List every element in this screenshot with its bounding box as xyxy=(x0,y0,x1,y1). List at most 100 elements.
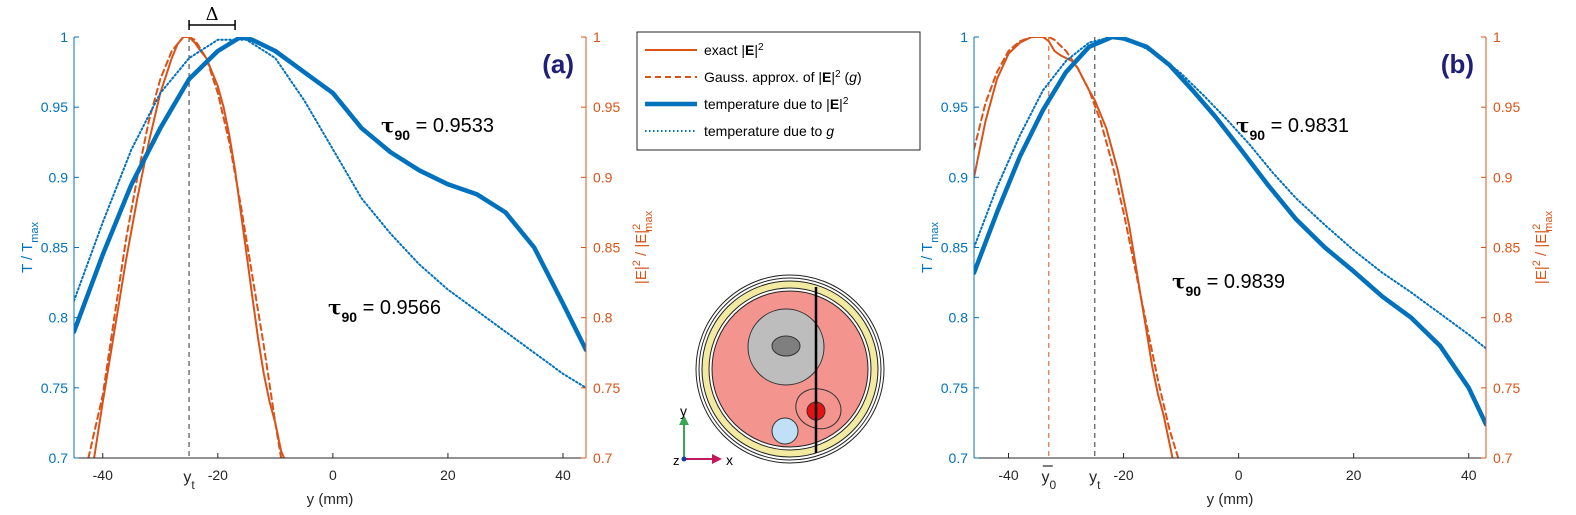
x-axis-label: y (mm) xyxy=(1207,491,1254,508)
legend-sup: 2 xyxy=(843,96,849,107)
y-left-label-sub: max xyxy=(29,221,41,242)
y-right-tick-label: 0.7 xyxy=(1493,450,1513,466)
legend-italic: g xyxy=(826,123,834,139)
series-group xyxy=(74,37,586,458)
series-line-tempE xyxy=(974,37,1486,427)
y-right-label-sup: 2 xyxy=(631,224,643,230)
x-tick-label: 0 xyxy=(329,467,337,483)
tau-subscript: 90 xyxy=(394,127,410,143)
y-left-tick-label: 0.9 xyxy=(949,169,969,185)
x-tick-label: -20 xyxy=(208,467,228,483)
y-right-tick-label: 0.95 xyxy=(1493,99,1520,115)
legend-text: | xyxy=(831,69,835,85)
legend-sup: 2 xyxy=(758,42,764,53)
panel-label: (b) xyxy=(1441,49,1474,79)
y-left-tick-label: 0.75 xyxy=(41,380,68,396)
y-right-label-sup: 2 xyxy=(1531,260,1543,266)
tau-value: = 0.9533 xyxy=(410,115,494,137)
y-right-axis-label: |E|2 / |E|2max xyxy=(1531,210,1555,284)
tau-annotation: τ90 = 0.9839 xyxy=(1172,269,1285,299)
x-tick-label: -40 xyxy=(93,467,113,483)
y-right-tick-label: 0.85 xyxy=(593,240,620,256)
y0-main: y xyxy=(1041,469,1049,486)
y-right-label-part: / |E| xyxy=(1533,230,1550,260)
delta-label: Δ xyxy=(206,4,219,25)
legend-label-gauss: Gauss. approx. of |E|2 (g) xyxy=(704,69,862,86)
axis-x-label: x xyxy=(726,452,733,468)
panel-label: (a) xyxy=(542,49,574,79)
chart-panel-a: -40 -20 0 20 40 0.7 0.7 0.75 0.75 0.8 0.8 0.85 0.85 0… xyxy=(19,4,655,508)
legend-sup: 2 xyxy=(835,69,841,80)
yt-main: y xyxy=(1089,469,1097,486)
legend-box xyxy=(636,31,921,151)
legend-italic: g xyxy=(849,69,857,85)
series-line-gauss xyxy=(974,37,1180,458)
y-left-axis-label: T / Tmax xyxy=(919,221,941,273)
legend-bold: E xyxy=(745,42,754,58)
x-arrow-head xyxy=(712,454,722,464)
y-right-tick-label: 0.8 xyxy=(1493,310,1513,326)
tau-symbol: τ xyxy=(328,295,341,319)
series-line-exact xyxy=(974,37,1174,458)
y-right-tick-label: 0.7 xyxy=(593,450,613,466)
cross-section-diagram: y z x xyxy=(673,274,885,468)
y-left-label-main: T / T xyxy=(19,243,36,273)
y-right-tick-label: 0.75 xyxy=(1493,380,1520,396)
tau-annotation: τ90 = 0.9533 xyxy=(381,113,494,143)
tau-subscript: 90 xyxy=(341,309,357,325)
x-tick-label: 20 xyxy=(440,467,456,483)
organ-core xyxy=(771,335,801,357)
series-line-tempG xyxy=(74,38,586,389)
y-left-label-sub: max xyxy=(929,221,941,242)
y-right-tick-label: 0.9 xyxy=(593,169,613,185)
yt-sub: t xyxy=(191,478,195,492)
z-axis-dot xyxy=(681,456,687,462)
tumor-contour xyxy=(795,388,842,430)
series-group xyxy=(974,37,1486,458)
y-right-tick-label: 0.85 xyxy=(1493,240,1520,256)
x-tick-label: -20 xyxy=(1113,467,1133,483)
yt-label: yt xyxy=(1089,469,1101,492)
y-right-label-part: / |E| xyxy=(633,230,650,260)
tau-annotation: τ90 = 0.9566 xyxy=(328,295,441,325)
y-right-label-sup: 2 xyxy=(1531,224,1543,230)
y-right-tick-label: 0.8 xyxy=(593,310,613,326)
yt-main: y xyxy=(183,469,191,486)
y-right-label-part: |E| xyxy=(1533,266,1550,284)
legend-label-tempE: temperature due to |E|2 xyxy=(704,96,849,113)
y-left-tick-label: 0.95 xyxy=(941,99,968,115)
legend-bold: E xyxy=(822,69,831,85)
tau-subscript: 90 xyxy=(1185,283,1201,299)
legend-text: ) xyxy=(857,69,862,85)
x-tick-label: 40 xyxy=(555,467,571,483)
y-right-label-part: |E| xyxy=(633,266,650,284)
tau-annotation: τ90 = 0.9831 xyxy=(1236,113,1349,143)
legend-label-tempG: temperature due to g xyxy=(704,123,834,139)
y-left-axis-label: T / Tmax xyxy=(19,221,41,273)
tau-symbol: τ xyxy=(1236,113,1249,137)
legend-text: ( xyxy=(841,69,850,85)
y-left-tick-label: 0.7 xyxy=(49,450,69,466)
axis-z-label: z xyxy=(673,453,680,468)
y-left-tick-label: 0.95 xyxy=(41,99,68,115)
y-left-tick-label: 0.75 xyxy=(941,380,968,396)
x-tick-label: 20 xyxy=(1346,467,1362,483)
y-right-tick-label: 0.75 xyxy=(593,380,620,396)
y-left-tick-label: 1 xyxy=(960,29,968,45)
series-line-tempE xyxy=(74,37,586,353)
tau-subscript: 90 xyxy=(1249,127,1265,143)
x-tick-label: 0 xyxy=(1235,467,1243,483)
outer-ring-2 xyxy=(698,277,882,461)
y-left-tick-label: 0.85 xyxy=(941,240,968,256)
y-left-tick-label: 0.7 xyxy=(949,450,969,466)
tau-value: = 0.9566 xyxy=(357,297,441,319)
y-left-label-main: T / T xyxy=(919,243,936,273)
chart-panel-b: -40 -20 0 20 400.7 0.70.75 0.750.8 0.80.85 0.850… xyxy=(919,29,1555,508)
y-right-axis-label: |E|2 / |E|2max xyxy=(631,210,655,284)
y-left-tick-label: 1 xyxy=(60,29,68,45)
axis-y-label: y xyxy=(680,403,687,419)
tau-symbol: τ xyxy=(1172,269,1185,293)
series-line-gauss xyxy=(87,37,283,458)
